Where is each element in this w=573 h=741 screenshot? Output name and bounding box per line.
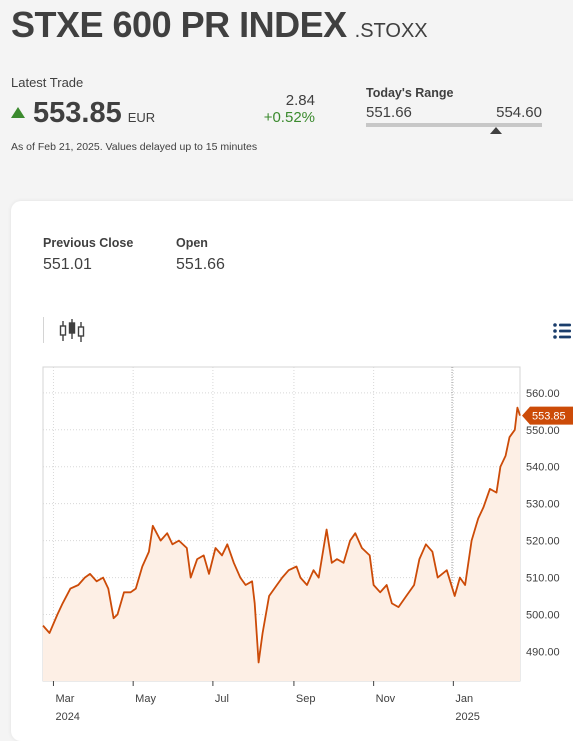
range-low: 551.66: [366, 104, 412, 121]
y-tick-label: 550.00: [526, 425, 560, 437]
as-of-note: As of Feb 21, 2025. Values delayed up to…: [11, 141, 258, 153]
y-tick-label: 510.00: [526, 573, 560, 585]
x-tick-label: Sep: [296, 693, 316, 705]
current-value-tag: [522, 406, 573, 425]
list-menu-icon: [553, 323, 571, 339]
range-marker-icon: [490, 127, 502, 134]
up-arrow-icon: [11, 107, 25, 118]
previous-close-label: Previous Close: [43, 236, 134, 250]
y-tick-label: 490.00: [526, 646, 560, 658]
x-tick-year-label: 2024: [55, 711, 79, 723]
x-tick-label: Nov: [376, 693, 396, 705]
y-tick-label: 540.00: [526, 462, 560, 474]
index-header: STXE 600 PR INDEX .STOXX: [11, 4, 428, 46]
current-value-label: 553.85: [532, 411, 566, 423]
y-tick-label: 560.00: [526, 388, 560, 400]
latest-price-row: 553.85 EUR: [11, 97, 155, 130]
chart-menu-button[interactable]: [552, 321, 572, 341]
x-tick-label: Mar: [55, 693, 74, 705]
previous-close-value: 551.01: [43, 256, 92, 273]
x-tick-label: Jul: [215, 693, 229, 705]
open-value: 551.66: [176, 256, 225, 273]
candlestick-icon: [59, 319, 85, 342]
y-tick-label: 530.00: [526, 499, 560, 511]
toolbar-divider: [43, 317, 44, 343]
price-chart[interactable]: 490.00 500.00 510.00 520.00 530.00 540.00 550.…: [0, 0, 573, 724]
latest-price: 553.85: [33, 97, 122, 129]
y-tick-label: 500.00: [526, 610, 560, 622]
percent-change: +0.52%: [263, 109, 315, 126]
todays-range-label: Today's Range: [366, 86, 454, 100]
x-tick-label: May: [135, 693, 156, 705]
open-stat: Open 551.66: [176, 236, 225, 274]
range-bar: [366, 123, 542, 127]
y-tick-label: 520.00: [526, 536, 560, 548]
series-area: [43, 407, 520, 681]
range-high: 554.60: [496, 104, 542, 121]
net-change: 2.84: [285, 92, 315, 109]
latest-trade-label: Latest Trade: [11, 75, 84, 90]
page-title: STXE 600 PR INDEX: [11, 4, 347, 45]
currency-label: EUR: [127, 110, 156, 125]
chart-type-button[interactable]: [58, 318, 86, 344]
ric-code: .STOXX: [354, 20, 428, 42]
previous-close-stat: Previous Close 551.01: [43, 236, 133, 274]
x-tick-year-label: 2025: [455, 711, 479, 723]
x-tick-label: Jan: [455, 693, 473, 705]
series-line: [42, 406, 521, 664]
open-label: Open: [176, 236, 208, 250]
